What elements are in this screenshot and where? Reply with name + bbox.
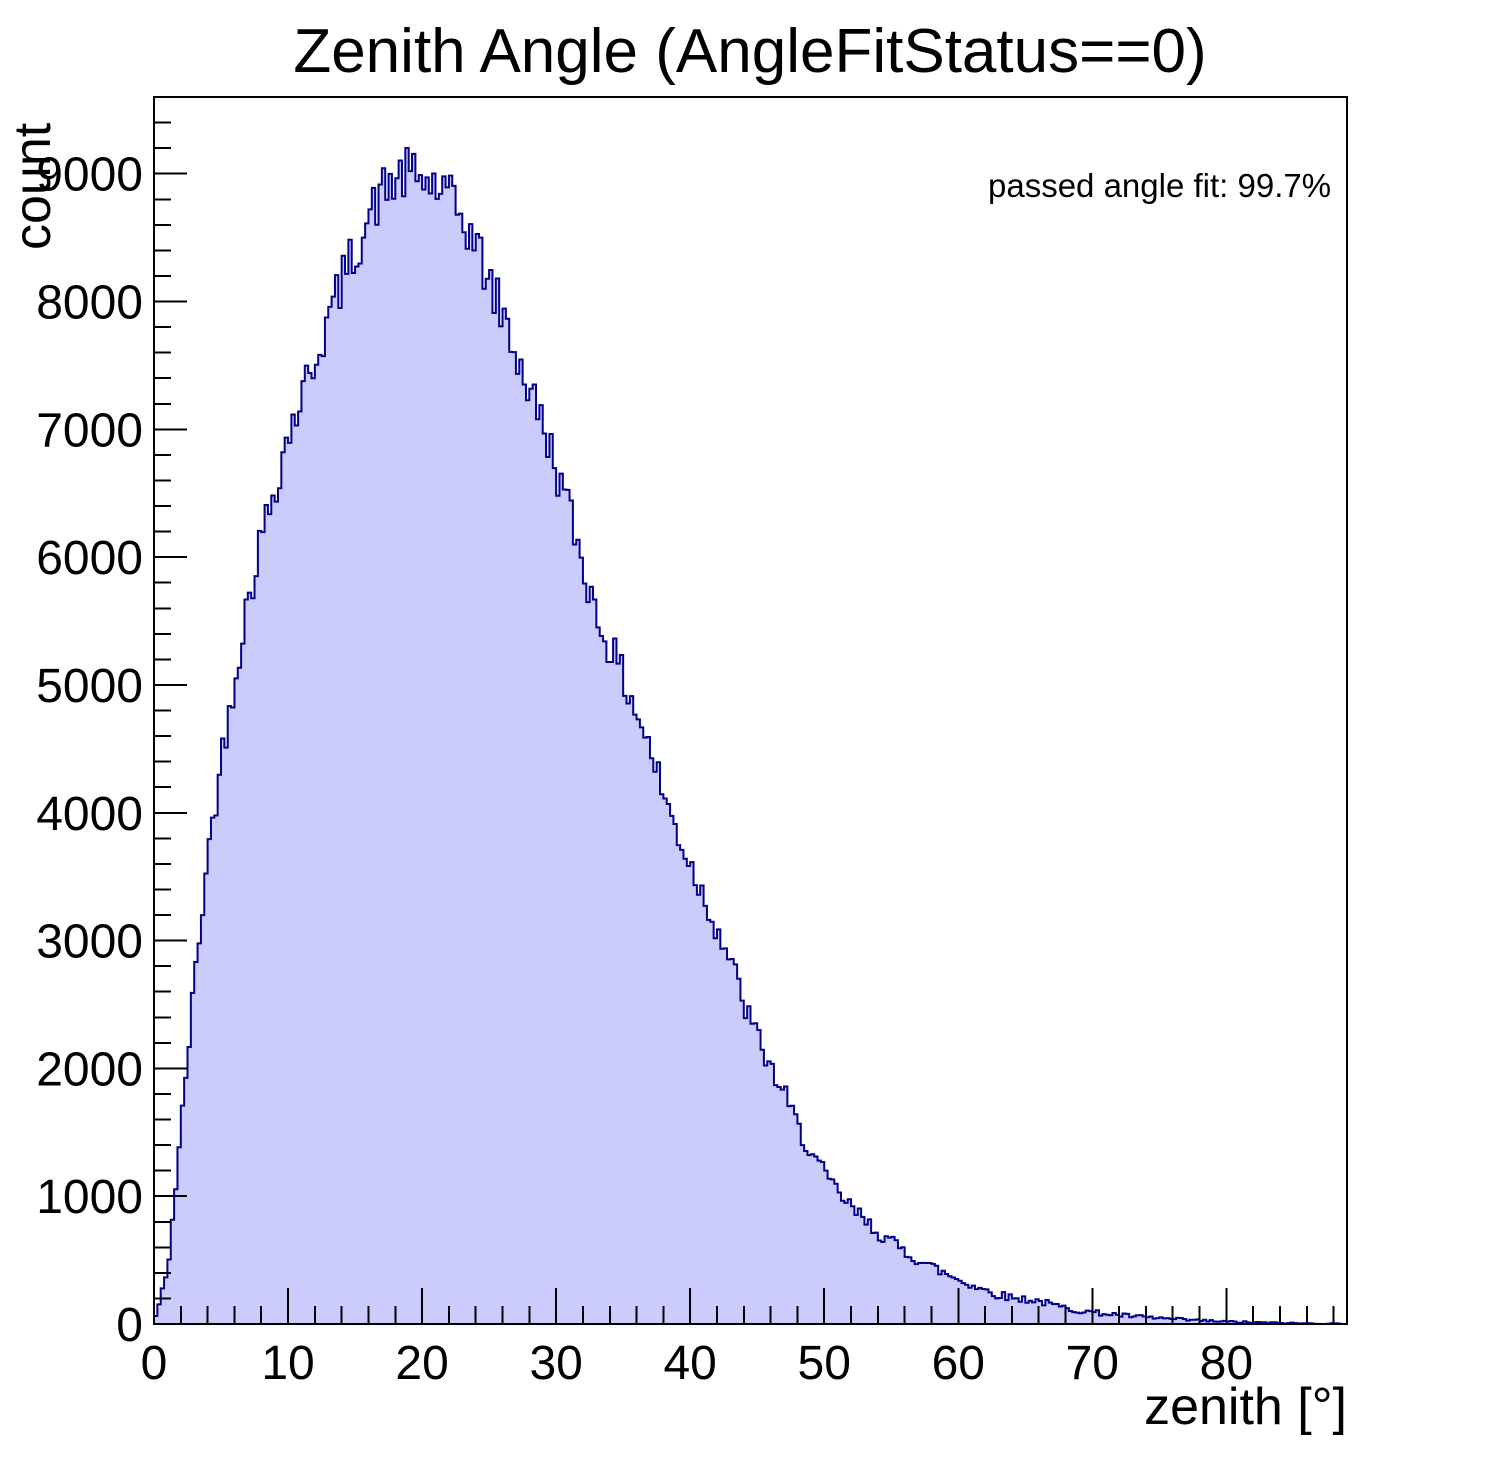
x-tick-label: 80 <box>1200 1337 1253 1390</box>
y-tick-label: 0 <box>116 1299 143 1352</box>
axes: 0 10 20 30 40 50 60 70 80 0 1000 2000 3000 4000 5000 60… <box>36 96 1348 1390</box>
y-tick-label: 2000 <box>36 1043 143 1096</box>
x-tick-label: 40 <box>663 1337 716 1390</box>
x-tick-label: 20 <box>395 1337 448 1390</box>
x-tick-label: 60 <box>932 1337 985 1390</box>
annotation-text: passed angle fit: 99.7% <box>988 167 1331 204</box>
x-tick-label: 30 <box>529 1337 582 1390</box>
y-tick-label: 5000 <box>36 660 143 713</box>
x-tick-label: 0 <box>141 1337 168 1390</box>
chart-title: Zenith Angle (AngleFitStatus==0) <box>293 17 1206 86</box>
y-axis-title: count <box>4 122 62 250</box>
y-tick-label: 7000 <box>36 404 143 457</box>
y-tick-label: 4000 <box>36 788 143 841</box>
x-tick-label: 50 <box>798 1337 851 1390</box>
histogram-series <box>153 147 1347 1325</box>
histogram-path <box>153 147 1347 1325</box>
y-tick-label: 9000 <box>36 149 143 202</box>
x-tick-label: 10 <box>261 1337 314 1390</box>
y-tick-label: 6000 <box>36 532 143 585</box>
x-axis-title: zenith [°] <box>1144 1378 1347 1436</box>
y-tick-label: 8000 <box>36 277 143 330</box>
x-tick-label: 70 <box>1066 1337 1119 1390</box>
y-tick-label: 1000 <box>36 1171 143 1224</box>
y-tick-label: 3000 <box>36 916 143 969</box>
